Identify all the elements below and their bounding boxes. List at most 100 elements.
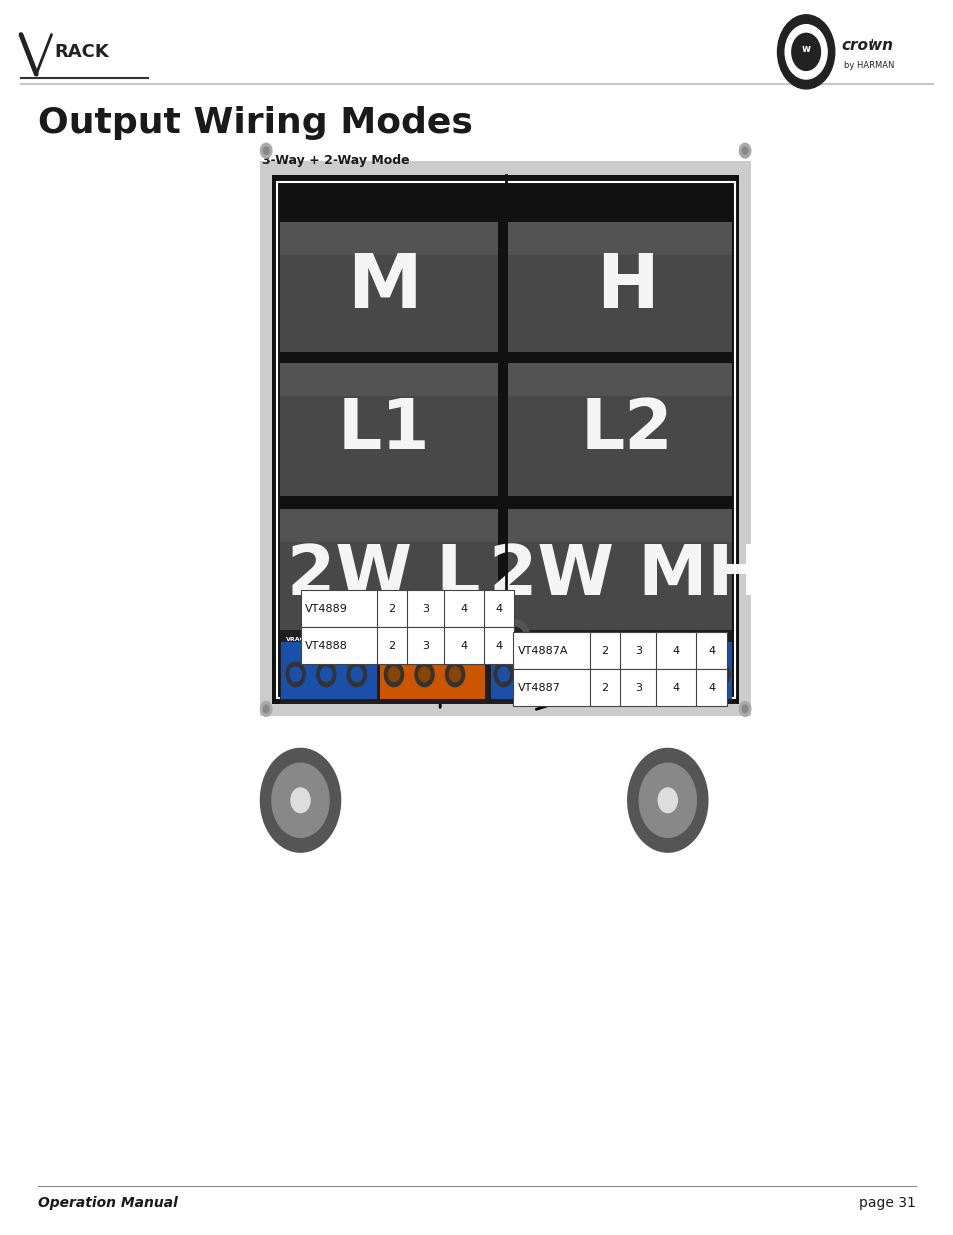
Bar <box>507 363 731 496</box>
Circle shape <box>260 701 272 716</box>
Circle shape <box>384 662 403 687</box>
Circle shape <box>263 147 269 154</box>
Text: ': ' <box>841 40 874 54</box>
Circle shape <box>739 143 750 158</box>
Text: VT4887A: VT4887A <box>517 646 568 656</box>
Bar <box>300 627 514 664</box>
Circle shape <box>286 662 305 687</box>
Text: page 31: page 31 <box>858 1195 915 1210</box>
Text: VT4887: VT4887 <box>517 683 560 693</box>
Circle shape <box>415 662 434 687</box>
Bar <box>678 642 731 699</box>
Circle shape <box>445 662 464 687</box>
Circle shape <box>623 667 635 682</box>
Text: 2: 2 <box>388 641 395 651</box>
Text: 3-Way + 2-Way Mode: 3-Way + 2-Way Mode <box>262 154 410 167</box>
Circle shape <box>650 662 669 687</box>
Bar <box>300 590 514 627</box>
Bar <box>507 363 731 396</box>
Text: 4: 4 <box>672 683 679 693</box>
Text: HP: HP <box>596 613 613 622</box>
Circle shape <box>739 701 750 716</box>
Text: Nom: Nom <box>411 571 439 580</box>
Bar <box>279 509 497 542</box>
Circle shape <box>528 667 539 682</box>
Text: VRACK: VRACK <box>286 637 310 642</box>
Text: Econ: Econ <box>660 613 691 622</box>
Bar <box>507 509 731 542</box>
Text: 2: 2 <box>600 646 608 656</box>
Text: H: H <box>596 251 658 324</box>
Text: VT4889: VT4889 <box>305 604 348 614</box>
Text: M: M <box>346 251 421 324</box>
Bar <box>279 509 497 642</box>
Text: 4: 4 <box>459 604 467 614</box>
Circle shape <box>260 748 340 852</box>
Text: HP: HP <box>383 571 400 580</box>
Circle shape <box>654 667 665 682</box>
Text: crown: crown <box>841 38 893 53</box>
Circle shape <box>347 662 366 687</box>
Bar <box>281 642 376 699</box>
Circle shape <box>263 705 269 713</box>
Circle shape <box>555 662 574 687</box>
Bar <box>272 175 739 704</box>
Bar <box>507 509 731 642</box>
Circle shape <box>393 627 412 652</box>
Circle shape <box>619 662 639 687</box>
Text: 4: 4 <box>672 646 679 656</box>
Text: Econ: Econ <box>448 571 478 580</box>
Circle shape <box>387 620 417 659</box>
Text: 4: 4 <box>495 641 502 651</box>
Circle shape <box>497 667 509 682</box>
Bar <box>513 669 726 706</box>
Text: by HARMAN: by HARMAN <box>843 61 894 70</box>
Bar <box>618 642 675 699</box>
Text: 2W MH: 2W MH <box>488 542 764 609</box>
Text: 2: 2 <box>600 683 608 693</box>
Text: 3: 3 <box>634 683 641 693</box>
Circle shape <box>784 25 826 79</box>
Circle shape <box>558 667 570 682</box>
Text: Max: Max <box>486 571 511 580</box>
Bar <box>279 363 497 396</box>
Text: 4: 4 <box>707 683 715 693</box>
Text: VT4888: VT4888 <box>305 641 348 651</box>
Bar <box>507 222 731 352</box>
Bar <box>491 642 615 699</box>
Circle shape <box>658 788 677 813</box>
Circle shape <box>316 662 335 687</box>
Bar <box>513 632 726 669</box>
Text: 3: 3 <box>634 646 641 656</box>
Bar <box>279 222 497 352</box>
Circle shape <box>741 705 747 713</box>
Text: L1: L1 <box>337 396 430 463</box>
Text: Output Wiring Modes: Output Wiring Modes <box>38 106 473 141</box>
Circle shape <box>272 763 329 837</box>
Text: 2W L: 2W L <box>287 542 480 609</box>
Bar <box>279 630 731 704</box>
Circle shape <box>260 143 272 158</box>
Circle shape <box>290 667 301 682</box>
Bar <box>279 363 497 496</box>
Text: 3: 3 <box>421 604 429 614</box>
Bar <box>260 161 750 716</box>
Text: L2: L2 <box>580 396 673 463</box>
Circle shape <box>388 667 399 682</box>
Bar <box>276 182 734 698</box>
Circle shape <box>741 147 747 154</box>
Circle shape <box>351 667 362 682</box>
Circle shape <box>777 15 834 89</box>
Circle shape <box>714 667 725 682</box>
Circle shape <box>683 667 695 682</box>
Circle shape <box>679 662 699 687</box>
Bar <box>507 222 731 254</box>
Text: Operation Manual: Operation Manual <box>38 1195 178 1210</box>
Circle shape <box>418 667 430 682</box>
Circle shape <box>524 662 543 687</box>
Circle shape <box>494 662 513 687</box>
Circle shape <box>639 763 696 837</box>
Bar <box>379 642 484 699</box>
Circle shape <box>627 748 707 852</box>
Circle shape <box>320 667 332 682</box>
